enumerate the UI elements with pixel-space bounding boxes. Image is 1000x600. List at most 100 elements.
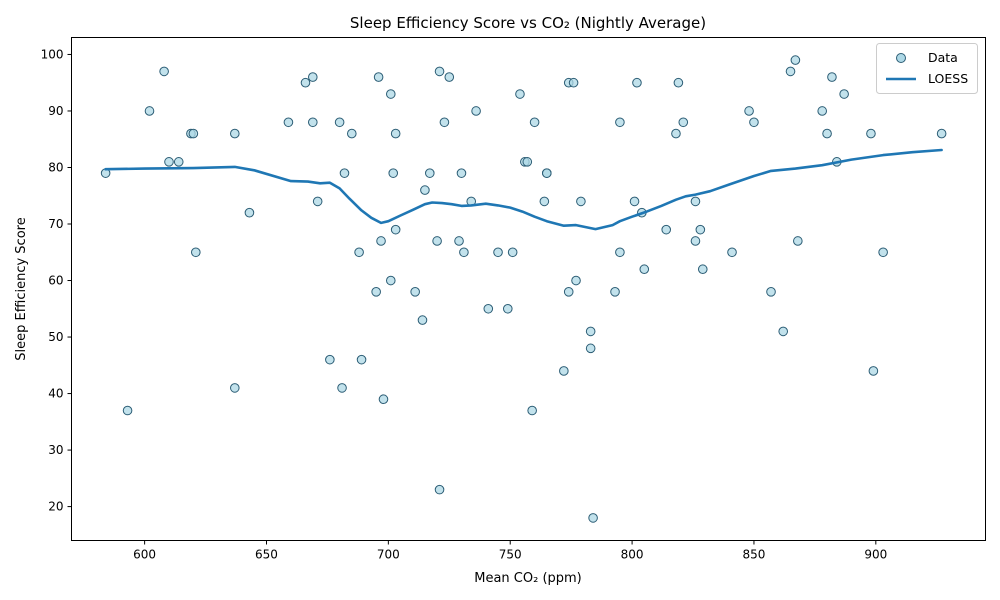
x-tick-label: 650: [255, 548, 278, 562]
scatter-point: [356, 354, 367, 365]
scatter-point: [454, 236, 464, 246]
plot-area: 600 650 700 750 800 850 900 20 30 40 50 60 70 80 90 10…: [41, 37, 986, 562]
scatter-point: [417, 315, 428, 325]
scatter-point: [230, 128, 240, 139]
scatter-point: [697, 264, 708, 275]
plot-frame: [71, 37, 986, 541]
scatter-point: [817, 106, 827, 116]
x-tick-label: 700: [377, 548, 400, 562]
scatter-point: [334, 117, 345, 128]
y-axis-title: Sleep Efficiency Score: [14, 217, 29, 360]
scatter-point: [283, 117, 294, 128]
scatter-point: [936, 128, 947, 139]
scatter-point: [188, 128, 199, 139]
scatter-point: [790, 55, 801, 65]
legend-box: [876, 43, 978, 94]
scatter-point: [563, 287, 574, 297]
scatter-point: [354, 247, 364, 258]
scatter-point: [164, 157, 174, 167]
scatter-point: [522, 157, 533, 167]
legend-label-loess: LOESS: [928, 71, 968, 86]
scatter-point: [727, 247, 737, 258]
scatter-point: [373, 72, 384, 82]
scatter-point: [191, 247, 201, 258]
scatter-point: [339, 168, 350, 178]
legend-marker-data: [896, 53, 906, 63]
scatter-point: [785, 66, 796, 77]
x-axis-title: Mean CO₂ (ppm): [474, 571, 582, 586]
scatter-point: [432, 236, 442, 246]
scatter-point: [300, 77, 311, 88]
scatter-point: [371, 287, 381, 297]
scatter-point: [434, 484, 445, 495]
x-tick-label: 750: [499, 548, 522, 562]
scatter-point: [868, 366, 879, 376]
scatter-point: [507, 247, 518, 258]
x-tick-label: 900: [864, 548, 887, 562]
scatter-point: [244, 207, 255, 218]
scatter-point: [541, 168, 552, 178]
scatter-point: [434, 66, 445, 77]
scatter-point: [307, 117, 318, 128]
y-tick-label: 40: [48, 387, 63, 401]
scatter-point: [483, 303, 494, 314]
scatter-point: [502, 303, 513, 314]
y-tick-label: 90: [48, 104, 63, 118]
scatter-point: [629, 196, 640, 207]
scatter-point: [690, 236, 701, 246]
scatter-point: [778, 326, 789, 337]
legend-label-data: Data: [928, 50, 958, 65]
y-tick-label: 70: [48, 217, 63, 231]
scatter-point: [390, 224, 401, 235]
scatter-point: [615, 117, 625, 128]
scatter-point: [439, 117, 450, 128]
scatter-point: [585, 343, 596, 354]
scatter-point: [444, 72, 455, 82]
scatter-point: [307, 72, 318, 82]
scatter-point: [827, 72, 837, 82]
loess-line: [104, 148, 943, 231]
y-tick-label: 20: [48, 500, 63, 514]
scatter-point: [793, 236, 803, 246]
y-tick-label: 100: [41, 47, 64, 61]
scatter-point: [410, 287, 420, 297]
scatter-point: [337, 383, 347, 393]
scatter-point: [159, 66, 169, 77]
scatter-point: [515, 89, 525, 99]
scatter-point: [493, 247, 503, 258]
scatter-point: [571, 275, 581, 286]
scatter-point: [539, 196, 550, 207]
x-tick-label: 600: [133, 548, 156, 562]
scatter-point: [459, 247, 469, 258]
scatter-point: [390, 128, 401, 139]
scatter-point: [312, 196, 323, 207]
x-axis: 600 650 700 750 800 850 900: [133, 540, 887, 562]
scatter-point: [378, 394, 389, 405]
scatter-point: [615, 247, 625, 258]
x-tick-label: 800: [621, 548, 644, 562]
scatter-point: [529, 117, 540, 128]
scatter-point: [690, 196, 701, 207]
scatter-point: [471, 106, 481, 116]
scatter-point: [559, 366, 569, 376]
scatter-point: [144, 106, 155, 116]
scatter-point: [878, 247, 888, 258]
y-tick-label: 60: [48, 274, 63, 288]
y-tick-label: 30: [48, 443, 63, 457]
y-tick-label: 80: [48, 160, 63, 174]
y-tick-label: 50: [48, 330, 63, 344]
x-tick-label: 850: [743, 548, 766, 562]
scatter-point: [673, 77, 684, 88]
scatter-point: [678, 117, 689, 128]
scatter-point: [122, 405, 133, 416]
scatter-point: [588, 513, 598, 523]
scatter-point: [173, 157, 184, 167]
scatter-point: [420, 185, 430, 195]
scatter-point: [695, 224, 706, 235]
scatter-point: [385, 275, 396, 286]
scatter-point: [527, 405, 537, 416]
scatter-point: [424, 168, 435, 178]
scatter-point: [376, 236, 386, 246]
chart-title: Sleep Efficiency Score vs CO₂ (Nightly A…: [350, 14, 706, 32]
